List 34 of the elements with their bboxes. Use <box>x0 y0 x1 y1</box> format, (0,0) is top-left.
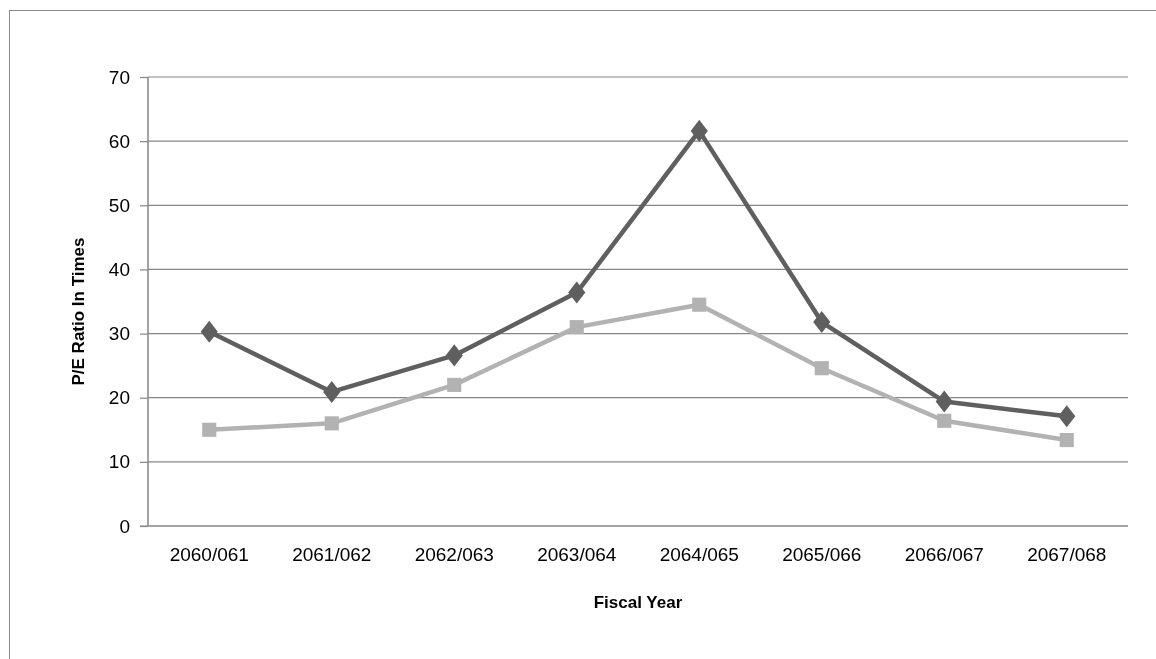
point <box>1059 432 1074 448</box>
x-axis-title: Fiscal Year <box>593 593 683 612</box>
x-tick-label: 2061/062 <box>292 544 372 566</box>
point <box>568 281 586 304</box>
x-tick-label: 2062/063 <box>414 544 494 566</box>
point <box>690 119 708 142</box>
y-tick-label: 30 <box>108 323 130 345</box>
point <box>323 380 341 403</box>
y-tick-label: 70 <box>108 66 130 88</box>
y-tick-label: 10 <box>108 451 130 473</box>
point <box>200 320 218 343</box>
x-tick-label: 2065/066 <box>782 544 862 566</box>
x-tick-label: 2060/061 <box>169 544 249 566</box>
point <box>813 311 831 334</box>
point <box>937 413 952 428</box>
point <box>692 297 707 312</box>
point <box>324 416 339 431</box>
point <box>202 422 217 437</box>
point <box>447 377 462 392</box>
point <box>1058 405 1076 428</box>
y-tick-label: 50 <box>108 194 130 216</box>
point <box>814 361 829 376</box>
y-tick-label: 0 <box>119 515 130 537</box>
x-tick-label: 2063/064 <box>537 544 617 566</box>
point <box>569 320 584 335</box>
y-tick-label: 20 <box>108 387 130 409</box>
y-tick-label: 40 <box>108 259 130 281</box>
y-axis-title: P/E Ratio In Times <box>69 237 88 386</box>
x-tick-label: 2067/068 <box>1027 544 1107 566</box>
y-tick-label: 60 <box>108 130 130 152</box>
x-tick-label: 2064/065 <box>659 544 739 566</box>
point <box>445 344 463 367</box>
x-tick-label: 2066/067 <box>904 544 984 566</box>
point <box>935 390 953 413</box>
